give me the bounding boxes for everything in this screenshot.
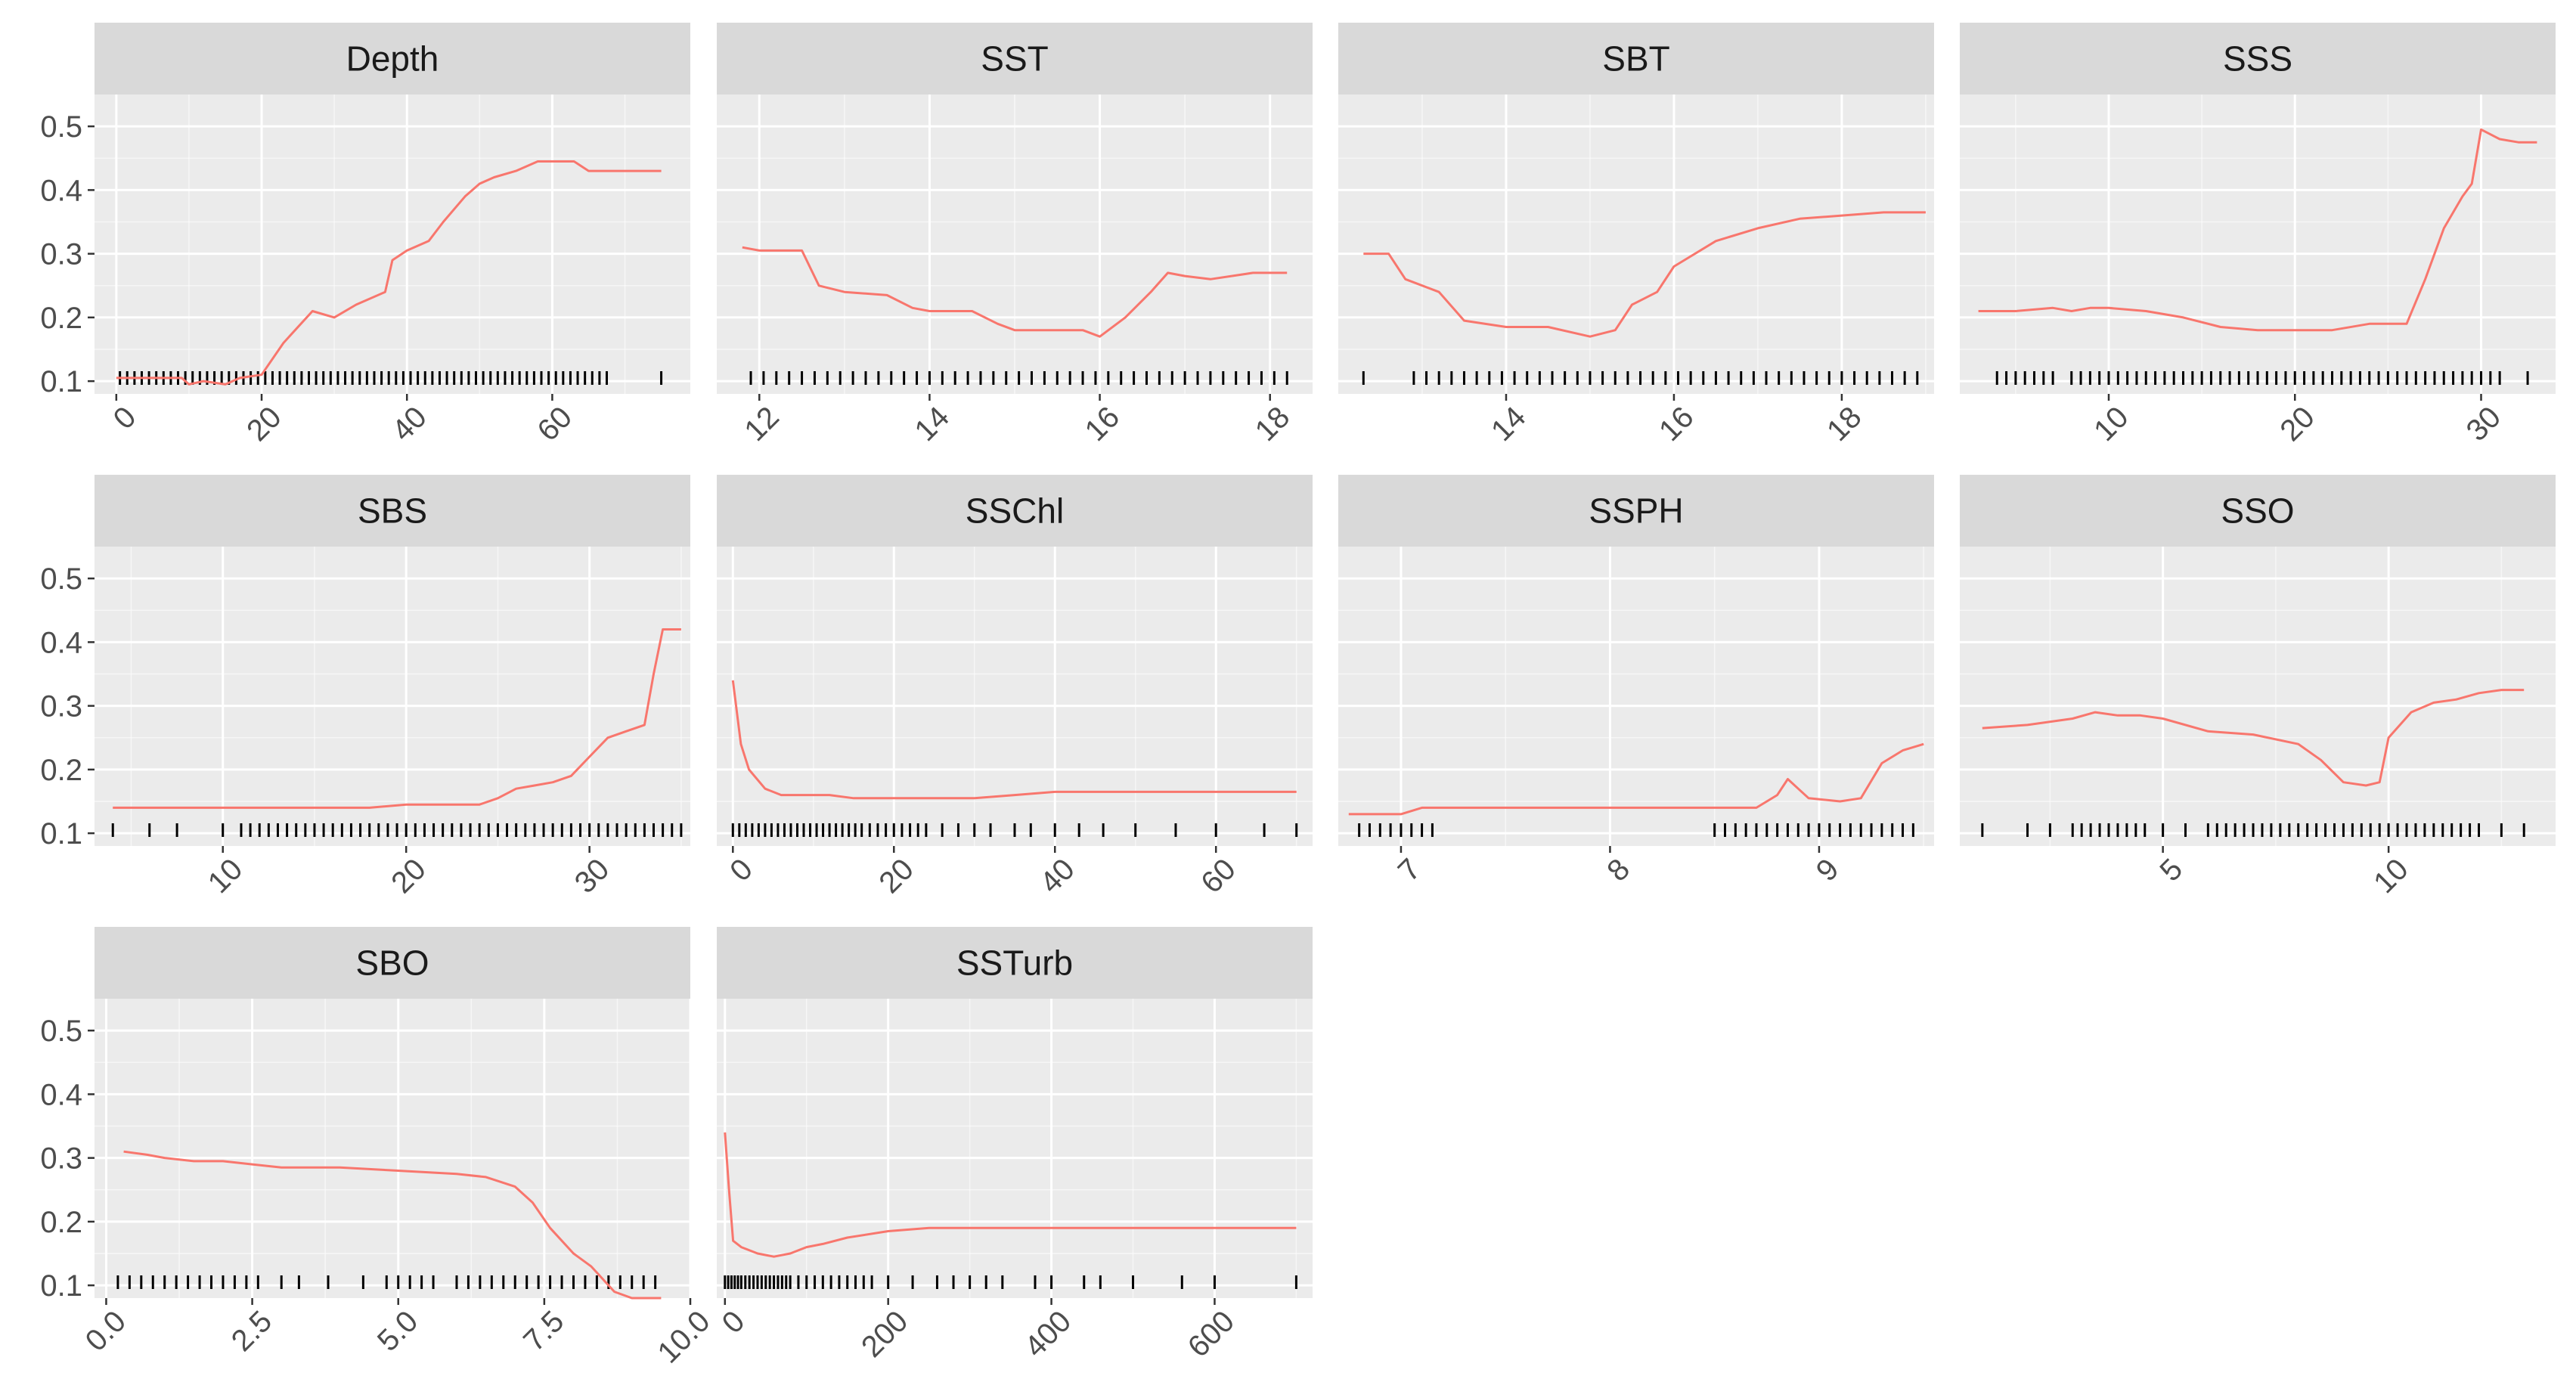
y-tick-label: 0.5	[40, 1015, 82, 1048]
x-tick-label: 30	[2460, 401, 2508, 448]
facet-label-sbt: SBT	[1602, 39, 1669, 79]
panel-sso: SSO 5 10	[1960, 475, 2556, 900]
y-tick-label: 0.4	[40, 626, 82, 659]
facet-label-sbs: SBS	[358, 491, 427, 531]
x-tick-label: 18	[1249, 401, 1297, 448]
x-tick-label: 10	[2088, 401, 2135, 448]
x-tick-label: 16	[1653, 401, 1700, 448]
y-tick-label: 0.5	[40, 562, 82, 596]
panel-sst: SST 12 14 16 18	[717, 23, 1313, 448]
x-tick-label: 20	[385, 853, 432, 900]
facet-label-ssph: SSPH	[1589, 491, 1683, 531]
y-tick-label: 0.2	[40, 754, 82, 787]
y-tick-label: 0.3	[40, 690, 82, 724]
y-tick-label: 0.4	[40, 174, 82, 207]
facet-label-sso: SSO	[2221, 491, 2294, 531]
x-tick-label: 40	[1034, 853, 1081, 900]
y-tick-label: 0.1	[40, 1269, 82, 1303]
facet-label-depth: Depth	[346, 39, 439, 79]
x-tick-label: 0.0	[79, 1305, 132, 1358]
y-tick-label: 0.2	[40, 302, 82, 335]
facet-label-sss: SSS	[2223, 39, 2292, 79]
x-tick-label: 5.0	[371, 1305, 424, 1358]
y-tick-label: 0.3	[40, 238, 82, 271]
x-tick-label: 0	[724, 853, 759, 888]
x-tick-label: 18	[1821, 401, 1868, 448]
x-tick-label: 10.0	[651, 1305, 716, 1370]
x-tick-label: 16	[1079, 401, 1127, 448]
x-tick-label: 14	[1485, 401, 1533, 448]
x-tick-label: 5	[2153, 853, 2189, 888]
x-tick-label: 60	[531, 401, 578, 448]
panel-sschl: SSChl 0 20 40 60	[717, 475, 1313, 900]
x-tick-label: 7.5	[517, 1305, 570, 1358]
panel-sbo: SBO 0.1 0.2 0.3 0.4 0.5 0.0 2.5 5.0 7.5 10.0	[40, 927, 716, 1370]
panel-sbs: SBS 0.1 0.2 0.3 0.4 0.5 10 20 30	[40, 475, 690, 900]
y-tick-label: 0.4	[40, 1078, 82, 1111]
x-tick-label: 60	[1195, 853, 1242, 900]
panel-ssturb: SSTurb 0 200 400 600	[716, 927, 1313, 1364]
x-tick-label: 0	[716, 1305, 752, 1340]
y-tick-label: 0.1	[40, 365, 82, 398]
x-tick-label: 7	[1392, 853, 1427, 888]
x-tick-label: 8	[1601, 853, 1636, 888]
x-tick-label: 12	[738, 401, 786, 448]
x-tick-label: 20	[240, 401, 288, 448]
x-tick-label: 10	[2367, 853, 2415, 900]
facet-label-sbo: SBO	[355, 944, 429, 983]
x-tick-label: 30	[569, 853, 616, 900]
x-tick-label: 400	[1018, 1305, 1077, 1364]
facet-label-sschl: SSChl	[966, 491, 1064, 531]
y-tick-label: 0.3	[40, 1142, 82, 1176]
panel-ssph: SSPH 7 8 9	[1338, 475, 1934, 888]
panel-depth: Depth 0.1 0.2 0.3 0.4 0.5 0 20 40 60	[40, 23, 690, 448]
x-tick-label: 200	[855, 1305, 914, 1364]
x-tick-label: 0	[107, 401, 143, 436]
x-tick-label: 9	[1810, 853, 1846, 888]
x-tick-label: 600	[1182, 1305, 1241, 1364]
facet-label-sst: SST	[981, 39, 1048, 79]
y-tick-label: 0.5	[40, 110, 82, 144]
x-tick-label: 14	[908, 401, 956, 448]
x-tick-label: 40	[386, 401, 433, 448]
panel-sss: SSS 10 20 30	[1960, 23, 2556, 448]
panel-sbt: SBT 14 16 18	[1338, 23, 1934, 448]
x-tick-label: 20	[873, 853, 920, 900]
x-tick-label: 10	[202, 853, 250, 900]
y-tick-label: 0.1	[40, 817, 82, 851]
facet-label-ssturb: SSTurb	[956, 944, 1073, 983]
y-tick-label: 0.2	[40, 1206, 82, 1239]
x-tick-label: 2.5	[225, 1305, 278, 1358]
x-tick-label: 20	[2274, 401, 2321, 448]
